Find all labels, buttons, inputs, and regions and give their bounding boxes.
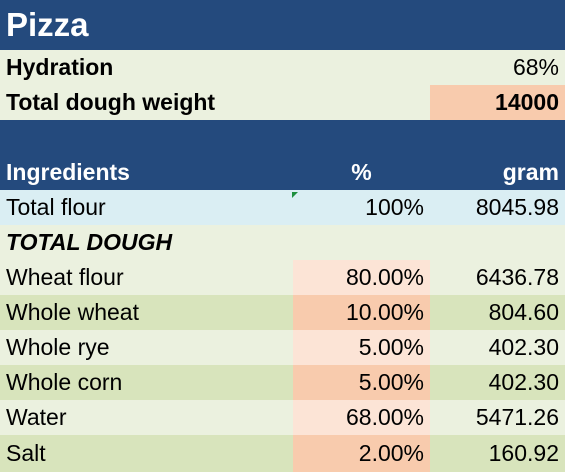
ingredient-name[interactable]: Whole wheat [6,299,139,325]
ingredient-percent-input[interactable]: 5.00% [293,330,430,365]
ingredient-name[interactable]: Whole rye [6,334,110,360]
ingredient-percent-input[interactable]: 80.00% [293,260,430,295]
ingredient-gram[interactable]: 804.60 [488,299,559,325]
comment-indicator-icon [292,192,298,198]
ingredient-percent-input[interactable]: 10.00% [293,295,430,330]
spacer-row [0,120,565,155]
total-flour-label[interactable]: Total flour [6,194,106,220]
hydration-row: Hydration 68% [0,50,565,85]
ingredient-name[interactable]: Salt [6,440,46,466]
percent-header[interactable]: % [351,159,372,185]
total-dough-section-row: TOTAL DOUGH [0,225,565,260]
table-row: Whole wheat 10.00% 804.60 [0,295,565,330]
total-flour-gram[interactable]: 8045.98 [475,194,559,220]
total-flour-row: Total flour 100% 8045.98 [0,190,565,225]
title-row: Pizza [0,0,565,50]
ingredient-gram[interactable]: 6436.78 [475,264,559,290]
ingredient-percent-input[interactable]: 2.00% [293,435,430,472]
ingredient-gram[interactable]: 160.92 [488,440,559,466]
table-row: Water 68.00% 5471.26 [0,400,565,435]
table-header-row: Ingredients % gram [0,155,565,190]
total-dough-weight-label[interactable]: Total dough weight [6,89,216,115]
gram-header[interactable]: gram [502,159,559,185]
total-dough-section-label[interactable]: TOTAL DOUGH [6,229,173,255]
hydration-label[interactable]: Hydration [6,54,114,80]
sheet-title[interactable]: Pizza [6,6,89,43]
table-row: Wheat flour 80.00% 6436.78 [0,260,565,295]
ingredient-percent-input[interactable]: 68.00% [293,400,430,435]
total-dough-weight-row: Total dough weight 14000 [0,85,565,120]
ingredient-percent-input[interactable]: 5.00% [293,365,430,400]
total-flour-percent[interactable]: 100% [365,194,424,220]
ingredient-name[interactable]: Water [6,404,67,430]
ingredient-gram[interactable]: 402.30 [488,334,559,360]
table-row: Salt 2.00% 160.92 [0,435,565,472]
spacer-cell[interactable] [0,120,565,155]
ingredient-gram[interactable]: 5471.26 [475,404,559,430]
hydration-value[interactable]: 68% [512,54,559,80]
ingredients-header[interactable]: Ingredients [6,159,130,185]
table-row: Whole corn 5.00% 402.30 [0,365,565,400]
ingredient-name[interactable]: Wheat flour [6,264,124,290]
total-dough-weight-input[interactable]: 14000 [430,85,565,120]
ingredient-gram[interactable]: 402.30 [488,369,559,395]
ingredient-name[interactable]: Whole corn [6,369,123,395]
table-row: Whole rye 5.00% 402.30 [0,330,565,365]
